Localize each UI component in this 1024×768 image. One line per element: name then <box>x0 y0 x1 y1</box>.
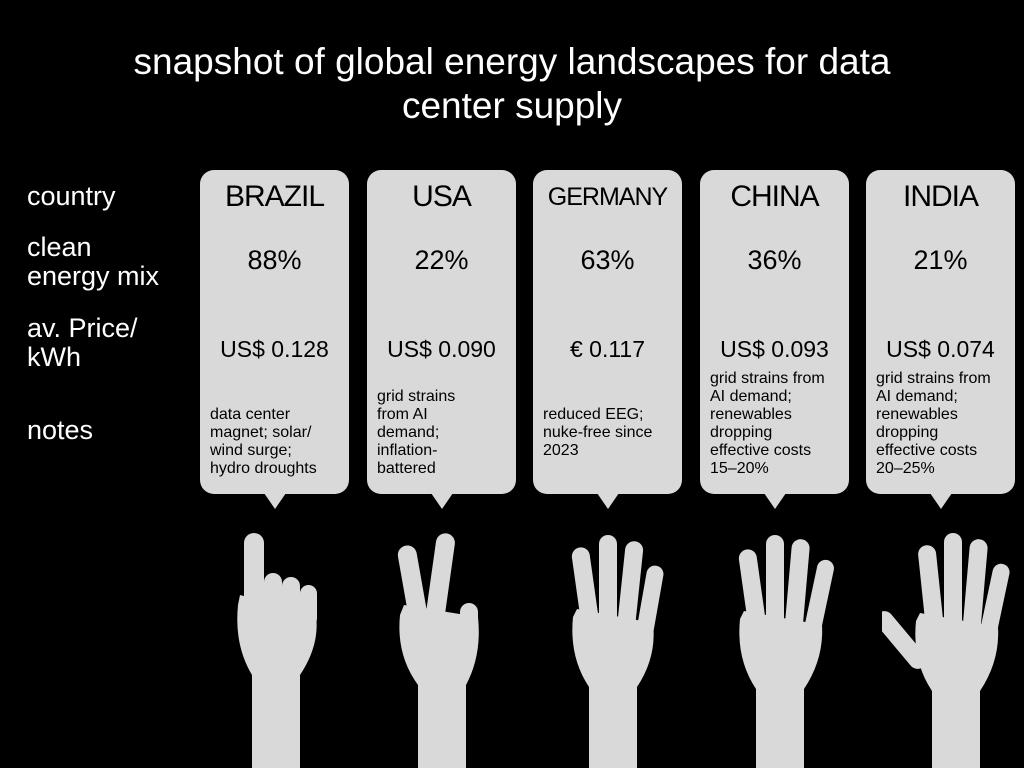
price-value: € 0.117 <box>569 336 646 362</box>
title-line: snapshot of global energy landscapes for… <box>0 40 1024 128</box>
title-line: center supply <box>401 85 623 126</box>
price-value: US$ 0.090 <box>387 336 496 362</box>
page-title: snapshot of global energy landscapes for… <box>0 40 1024 128</box>
notes-text: data center magnet; solar/ wind surge; h… <box>210 406 317 477</box>
row-label-price: av. Price/ kWh <box>27 313 138 372</box>
country-card-india: INDIA 21% US$ 0.074 grid strains from AI… <box>866 170 1015 509</box>
country-card-brazil: BRAZIL 88% US$ 0.128 data center magnet;… <box>200 170 349 509</box>
country-card-china: CHINA 36% US$ 0.093 grid strains from AI… <box>700 170 849 509</box>
hand-four-fingers-icon <box>738 535 834 768</box>
hand-three-fingers-icon <box>571 535 664 768</box>
hand-one-finger-icon <box>237 533 317 768</box>
clean-energy-mix-value: 63% <box>580 245 635 275</box>
hand-five-fingers-icon <box>882 533 1010 768</box>
notes-text: grid strains from AI demand; renewables … <box>710 370 825 477</box>
country-name: GERMANY <box>547 183 668 211</box>
title-line: snapshot of global energy landscapes for… <box>133 41 891 82</box>
country-card-usa: USA 22% US$ 0.090 grid strains from AI d… <box>367 170 516 509</box>
country-name: INDIA <box>902 180 979 213</box>
clean-energy-mix-value: 88% <box>247 245 302 275</box>
price-value: US$ 0.093 <box>720 336 829 362</box>
row-label-notes: notes <box>27 415 94 445</box>
clean-energy-mix-value: 36% <box>747 245 802 275</box>
clean-energy-mix-value: 22% <box>414 245 469 275</box>
notes-text: grid strains from AI demand; inflation- … <box>377 388 456 477</box>
country-card-germany: GERMANY 63% € 0.117 reduced EEG; nuke-fr… <box>533 170 682 509</box>
hand-two-fingers-icon <box>397 533 479 768</box>
row-label-mix: clean energy mix <box>27 232 160 291</box>
row-label-country: country <box>27 181 116 211</box>
price-value: US$ 0.128 <box>220 336 329 362</box>
country-name: USA <box>412 180 472 213</box>
notes-text: reduced EEG; nuke-free since 2023 <box>543 406 653 459</box>
clean-energy-mix-value: 21% <box>913 245 968 275</box>
country-name: BRAZIL <box>224 180 325 213</box>
notes-text: grid strains from AI demand; renewables … <box>876 370 991 477</box>
price-value: US$ 0.074 <box>886 336 995 362</box>
country-name: CHINA <box>730 180 819 213</box>
